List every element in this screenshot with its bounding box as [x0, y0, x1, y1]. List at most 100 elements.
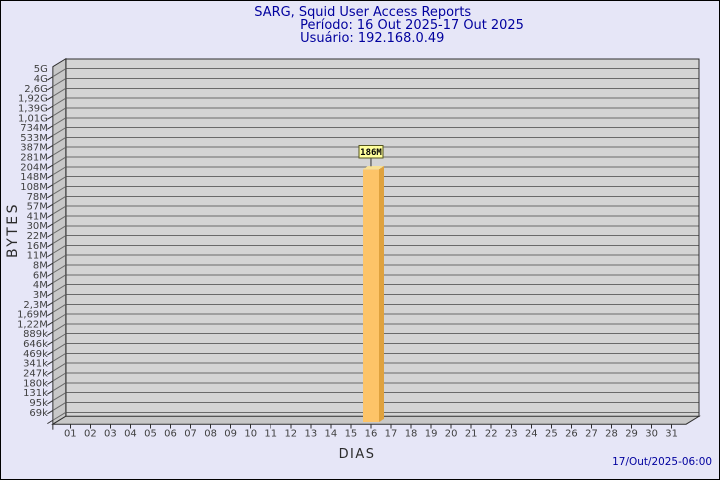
grid-line-wall-segment	[52, 195, 67, 205]
y-tick	[47, 135, 54, 140]
y-tick-label: 6M	[33, 270, 48, 281]
y-tick	[47, 419, 54, 425]
x-tick-label: 29	[625, 429, 638, 440]
y-tick-label: 5G	[34, 64, 48, 75]
x-tick-label: 25	[545, 429, 558, 440]
y-tick	[47, 272, 54, 277]
x-tick-label: 03	[104, 429, 117, 440]
y-tick-label: 22M	[27, 231, 48, 242]
y-tick	[47, 311, 54, 317]
generation-timestamp: 17/Out/2025-06:00	[612, 456, 712, 468]
x-tick-label: 24	[525, 429, 538, 440]
x-tick-label: 21	[465, 429, 478, 440]
y-tick-label: 1,92G	[18, 94, 48, 105]
y-tick	[47, 292, 54, 297]
bar-day-16: 186M	[358, 144, 384, 423]
grid-line-wall-segment	[52, 274, 67, 284]
chart-period: Período: 16 Out 2025-17 Out 2025	[300, 18, 524, 33]
bar-side-face	[378, 166, 384, 423]
y-tick-label: 889k	[23, 329, 48, 340]
grid-line-wall-segment	[52, 68, 67, 78]
y-tick-label: 1,22M	[17, 319, 48, 330]
bar-value-label-box	[358, 144, 384, 159]
y-tick	[47, 213, 54, 218]
x-tick-label: 06	[164, 429, 177, 440]
y-tick	[47, 331, 54, 336]
y-tick-label: 41M	[27, 211, 48, 222]
grid-line-wall-segment	[52, 117, 67, 127]
y-tick	[47, 203, 54, 209]
y-tick	[47, 341, 54, 346]
grid-line-wall-segment	[52, 264, 67, 274]
y-axis-title: BYTES	[5, 202, 21, 258]
y-tick-label: 11M	[27, 251, 48, 262]
y-tick-label: 180k	[23, 378, 48, 389]
grid-line-wall-segment	[52, 78, 67, 87]
bar-top-face	[362, 166, 384, 170]
grid-line-wall-segment	[52, 127, 67, 137]
x-tick-label: 20	[445, 429, 458, 440]
y-tick-label: 734M	[20, 123, 48, 134]
x-tick-label: 17	[385, 429, 398, 440]
x-tick-label: 14	[325, 429, 338, 440]
y-tick-label: 2,6G	[24, 84, 48, 95]
grid-line-wall-segment	[52, 372, 67, 382]
y-tick	[47, 95, 54, 101]
y-tick	[47, 233, 54, 238]
x-tick-label: 22	[485, 429, 498, 440]
grid-line-wall-segment	[52, 146, 67, 156]
y-tick-label: 8M	[33, 261, 48, 272]
grid-line-wall-segment	[52, 343, 67, 352]
y-tick	[47, 125, 54, 130]
grid-line-wall-segment	[52, 225, 67, 235]
plot-area: 5G4G2,6G1,92G1,39G1,01G734M533M387M281M2…	[17, 57, 701, 440]
grid-line-wall-segment	[52, 176, 67, 186]
y-tick-label: 2,3M	[23, 300, 47, 311]
y-tick	[47, 105, 54, 110]
y-tick-label: 57M	[27, 202, 48, 213]
x-tick-label: 31	[665, 429, 678, 440]
y-tick	[47, 410, 54, 415]
y-tick-label: 281M	[20, 153, 48, 164]
y-tick-label: 69k	[29, 408, 48, 419]
y-tick-label: 1,39G	[18, 103, 48, 114]
x-tick-label: 15	[345, 429, 358, 440]
y-tick	[47, 390, 54, 395]
grid-line-wall-segment	[52, 333, 67, 343]
y-tick-label: 341k	[23, 359, 48, 370]
x-axis-ticks-labels: 01 02 03 04 05 06 07 08 09 10 11 12 13 14 15 16 17 18 19 20…	[64, 424, 678, 440]
grid-line-wall-segment	[52, 392, 67, 402]
grid-line-wall-segment	[52, 284, 67, 294]
y-tick-label: 1,01G	[18, 113, 48, 124]
x-tick-label: 04	[124, 429, 137, 440]
x-tick-label: 30	[645, 429, 658, 440]
y-tick-label: 30M	[27, 221, 48, 232]
bar-value-label: 186M	[360, 148, 382, 158]
x-tick-label: 08	[204, 429, 217, 440]
grid-line-wall-segment	[52, 156, 67, 166]
x-axis-title: DIAS	[339, 447, 376, 462]
y-tick-label: 108M	[20, 182, 48, 193]
y-tick	[47, 262, 54, 267]
grid-line-wall-segment	[52, 205, 67, 215]
y-tick	[47, 380, 54, 385]
x-tick-label: 18	[405, 429, 418, 440]
y-tick-label: 533M	[20, 133, 48, 144]
y-tick	[47, 194, 54, 199]
y-tick	[47, 252, 54, 258]
grid-line-wall-segment	[52, 235, 67, 244]
y-tick-label: 148M	[20, 172, 48, 183]
y-tick	[47, 400, 54, 405]
y-tick	[47, 351, 54, 356]
y-tick-label: 16M	[27, 241, 48, 252]
y-tick	[47, 184, 54, 189]
grid-line-wall-segment	[52, 244, 67, 254]
chart-title: SARG, Squid User Access Reports	[254, 5, 471, 20]
x-tick-label: 16	[365, 429, 378, 440]
y-tick	[47, 223, 54, 228]
y-tick-label: 95k	[29, 398, 48, 409]
x-tick-label: 19	[425, 429, 438, 440]
y-tick-label: 387M	[20, 143, 48, 154]
x-tick-label: 26	[565, 429, 578, 440]
